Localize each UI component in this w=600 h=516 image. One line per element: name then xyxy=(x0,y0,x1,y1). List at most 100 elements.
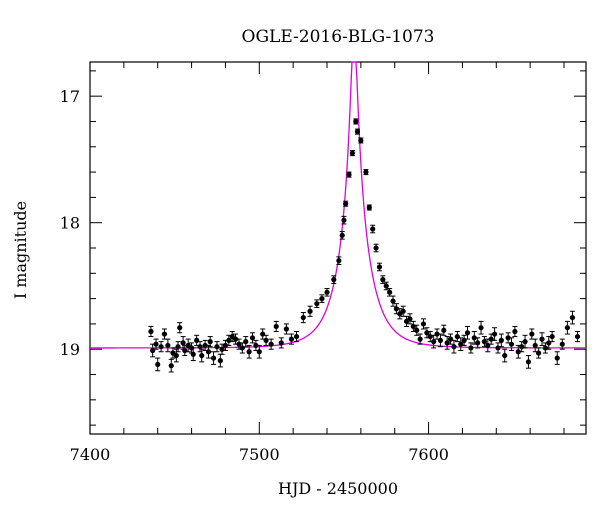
data-point xyxy=(307,308,313,314)
data-point xyxy=(420,321,427,327)
data-point xyxy=(434,331,440,337)
data-point xyxy=(519,344,525,350)
data-point xyxy=(564,325,570,331)
data-point xyxy=(354,128,361,135)
data-point xyxy=(464,330,471,336)
data-point xyxy=(559,341,565,347)
data-point xyxy=(495,345,501,351)
data-point xyxy=(488,336,494,342)
data-point xyxy=(300,314,306,321)
data-point xyxy=(158,344,164,350)
data-point xyxy=(165,342,171,349)
data-point xyxy=(498,337,504,343)
data-point xyxy=(437,337,444,343)
data-point xyxy=(148,328,154,335)
data-point xyxy=(324,289,330,295)
data-point xyxy=(197,344,203,350)
data-point xyxy=(214,344,220,350)
data-point xyxy=(376,264,383,270)
data-point xyxy=(210,355,217,361)
data-point xyxy=(182,347,188,354)
data-point xyxy=(175,344,181,350)
data-point xyxy=(249,335,256,341)
data-point xyxy=(153,341,159,347)
data-point xyxy=(331,277,337,283)
data-point xyxy=(417,336,423,342)
x-axis-label: HJD - 2450000 xyxy=(278,479,398,498)
data-point xyxy=(205,349,212,355)
data-point xyxy=(461,337,467,343)
data-point xyxy=(539,336,545,342)
data-point xyxy=(454,333,460,340)
data-point xyxy=(341,217,347,223)
data-point xyxy=(253,342,259,349)
data-point xyxy=(451,344,457,350)
y-tick-label: 17 xyxy=(60,87,80,106)
data-point xyxy=(363,169,369,175)
data-point xyxy=(180,340,186,346)
data-point xyxy=(263,337,269,343)
data-point xyxy=(546,340,552,346)
y-tick-label: 18 xyxy=(60,214,80,233)
data-point xyxy=(536,350,542,356)
data-point xyxy=(293,333,300,340)
y-tick-label: 19 xyxy=(60,340,80,359)
chart-title: OGLE-2016-BLG-1073 xyxy=(242,27,435,47)
data-point xyxy=(471,335,477,341)
data-point xyxy=(414,327,420,333)
data-point xyxy=(273,323,279,330)
data-point xyxy=(508,341,515,347)
data-point xyxy=(353,118,359,125)
data-point xyxy=(478,325,484,331)
data-point xyxy=(505,335,511,341)
data-point xyxy=(199,352,205,359)
data-point xyxy=(400,308,406,314)
data-point xyxy=(319,296,325,302)
data-point xyxy=(173,352,179,359)
data-point xyxy=(370,226,376,232)
data-point xyxy=(532,342,538,349)
data-point xyxy=(278,340,284,346)
data-point xyxy=(475,340,481,346)
data-point xyxy=(202,342,208,349)
data-point xyxy=(373,245,379,251)
data-point xyxy=(407,316,413,322)
data-point xyxy=(485,342,491,349)
data-point xyxy=(441,327,447,333)
data-point xyxy=(525,359,532,365)
data-point xyxy=(343,201,349,207)
model-curve xyxy=(90,61,586,349)
data-point xyxy=(288,336,295,342)
data-point xyxy=(283,326,289,332)
data-point xyxy=(161,331,168,337)
data-point xyxy=(380,277,386,283)
data-point xyxy=(207,339,213,345)
data-point xyxy=(217,358,223,364)
data-point xyxy=(222,342,229,349)
data-point xyxy=(349,150,355,156)
data-point xyxy=(512,328,518,335)
data-point xyxy=(569,314,576,321)
data-point xyxy=(177,325,183,331)
data-point xyxy=(502,352,508,359)
data-point xyxy=(491,331,498,337)
data-point xyxy=(468,345,474,351)
data-point xyxy=(268,341,274,347)
plot-frame xyxy=(89,61,587,435)
data-point xyxy=(314,301,320,307)
data-point xyxy=(390,298,396,304)
data-point xyxy=(194,337,200,343)
data-point xyxy=(246,349,252,355)
data-point xyxy=(232,336,239,342)
data-point xyxy=(190,351,196,357)
data-point xyxy=(155,361,161,368)
data-point xyxy=(239,345,245,351)
data-point xyxy=(549,333,555,340)
x-tick-label: 7500 xyxy=(239,445,280,464)
data-point xyxy=(522,339,528,345)
x-tick-label: 7600 xyxy=(408,445,449,464)
data-point xyxy=(256,349,262,355)
data-point xyxy=(447,336,454,342)
